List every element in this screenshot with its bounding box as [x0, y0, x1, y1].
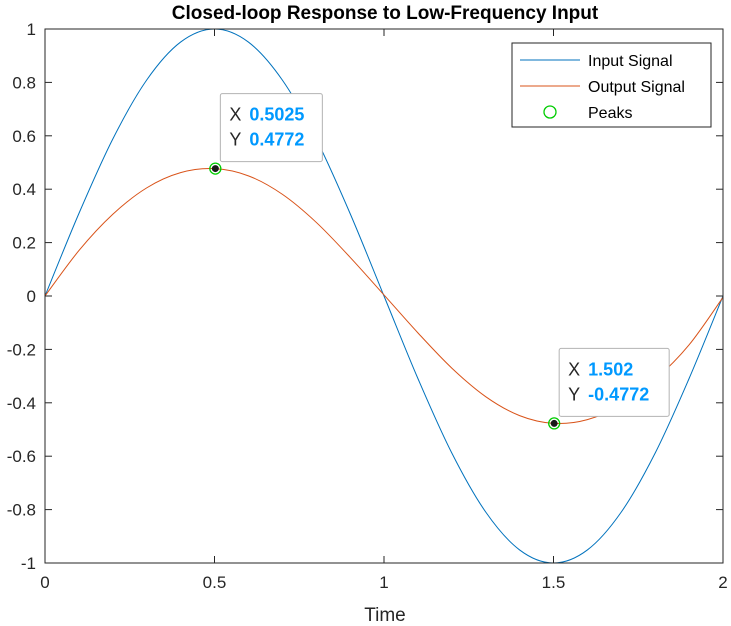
y-tick-label: -0.6 [7, 447, 36, 466]
datatip-dot [550, 419, 558, 427]
x-axis-label: Time [364, 605, 406, 626]
y-tick-label: -0.8 [7, 501, 36, 520]
chart-title: Closed-loop Response to Low-Frequency In… [172, 3, 599, 24]
y-tick-label: -0.2 [7, 340, 36, 359]
x-ticks: 0 0.5 1 1.5 2 [40, 29, 728, 592]
datatip-value: 1.502 [588, 359, 633, 379]
legend[interactable]: Input Signal Output Signal Peaks [511, 42, 712, 128]
legend-marker-peaks [543, 105, 557, 119]
y-tick-label: 0 [27, 287, 36, 306]
datatip: X 1.502 Y -0.4772 [558, 347, 670, 417]
datatip: X 0.5025 Y 0.4772 [219, 93, 323, 163]
datatip-box [219, 93, 323, 163]
y-ticks: 1 0.8 0.6 0.4 0.2 0 -0.2 -0.4 -0.6 -0.8 -1 [7, 20, 723, 573]
legend-label-output: Output Signal [588, 79, 685, 96]
x-tick-label: 0 [40, 573, 49, 592]
peak-marker[interactable] [548, 417, 561, 430]
peak-markers[interactable] [209, 162, 561, 430]
legend-label-input: Input Signal [588, 53, 673, 70]
datatip-value: -0.4772 [588, 384, 649, 404]
y-tick-label: -1 [21, 554, 36, 573]
series-line-input [44, 28, 724, 564]
datatip-box [558, 347, 670, 417]
y-tick-label: 0.6 [12, 127, 36, 146]
x-tick-label: 2 [718, 573, 727, 592]
datatip-key: Y [568, 384, 580, 404]
y-tick-label: -0.4 [7, 394, 36, 413]
x-tick-label: 1.5 [542, 573, 566, 592]
y-tick-label: 0.2 [12, 234, 36, 253]
datatip-dot [211, 165, 219, 173]
datatip-key: X [229, 105, 241, 125]
y-tick-label: 1 [27, 20, 36, 39]
datatips: X 0.5025 Y 0.4772 X 1.502 Y -0.4772 [219, 93, 670, 417]
datatip-value: 0.5025 [249, 105, 304, 125]
y-tick-label: 0.8 [12, 73, 36, 92]
y-tick-label: 0.4 [12, 180, 36, 199]
peak-marker[interactable] [209, 162, 222, 175]
datatip-key: Y [229, 130, 241, 150]
datatip-value: 0.4772 [249, 130, 304, 150]
x-tick-label: 1 [379, 573, 388, 592]
legend-box [511, 42, 712, 128]
x-tick-label: 0.5 [203, 573, 227, 592]
legend-label-peaks: Peaks [588, 105, 632, 122]
datatip-key: X [568, 359, 580, 379]
